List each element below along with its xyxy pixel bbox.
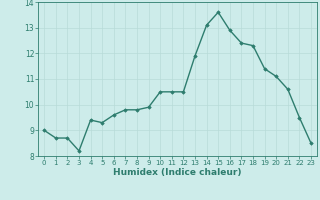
X-axis label: Humidex (Indice chaleur): Humidex (Indice chaleur): [113, 168, 242, 177]
